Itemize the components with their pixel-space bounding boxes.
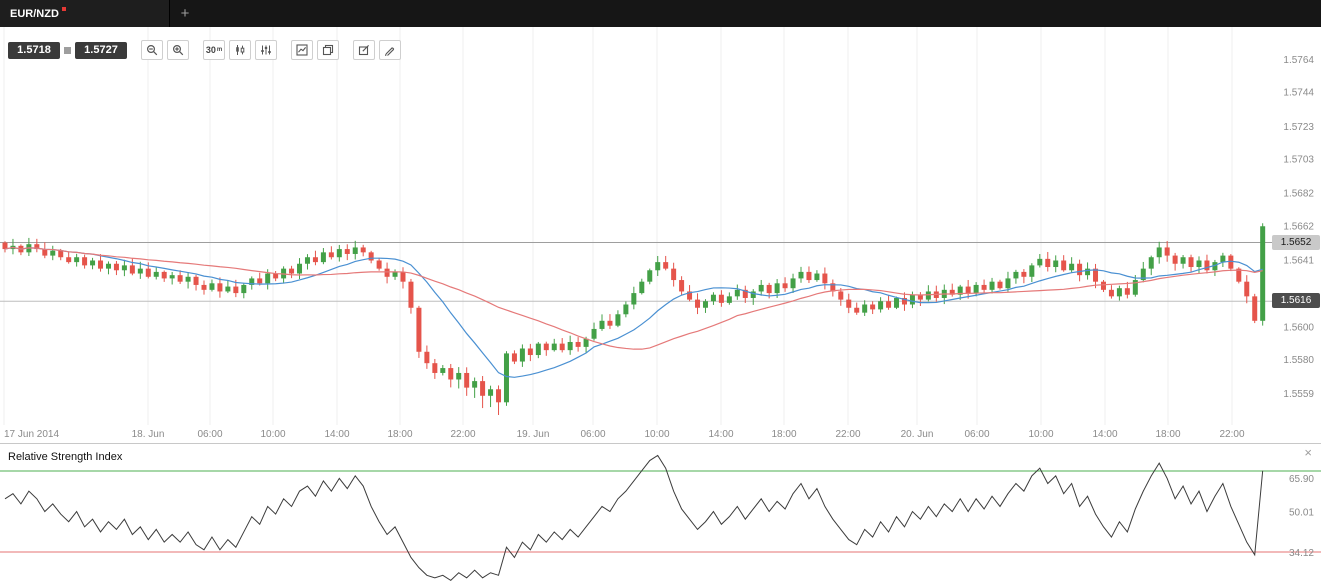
rsi-axis-labels: 65.90 50.01 34.12 bbox=[1289, 474, 1314, 559]
alert-dot-icon bbox=[61, 7, 66, 11]
svg-text:20. Jun: 20. Jun bbox=[901, 429, 934, 440]
svg-text:06:00: 06:00 bbox=[580, 429, 605, 440]
svg-text:1.5723: 1.5723 bbox=[1283, 122, 1314, 133]
pencil-icon bbox=[385, 47, 395, 56]
svg-text:10:00: 10:00 bbox=[260, 429, 285, 440]
svg-text:10:00: 10:00 bbox=[644, 429, 669, 440]
svg-text:1.5641: 1.5641 bbox=[1283, 255, 1314, 266]
svg-text:1.5744: 1.5744 bbox=[1283, 88, 1314, 99]
instrument-tab[interactable]: EUR/NZD bbox=[0, 0, 170, 27]
svg-text:06:00: 06:00 bbox=[964, 429, 989, 440]
candlesticks bbox=[2, 223, 1266, 416]
svg-text:18:00: 18:00 bbox=[1155, 429, 1180, 440]
svg-text:34.12: 34.12 bbox=[1289, 548, 1314, 559]
svg-text:1.5662: 1.5662 bbox=[1283, 221, 1314, 232]
svg-text:50.01: 50.01 bbox=[1289, 508, 1314, 519]
tab-bar: EUR/NZD + bbox=[0, 0, 1321, 27]
zoom-in-button[interactable] bbox=[167, 40, 189, 60]
svg-text:1.5764: 1.5764 bbox=[1283, 55, 1314, 66]
price-axis: 1.5764 1.5744 1.5723 1.5703 1.5682 1.5662 1.56… bbox=[1283, 55, 1314, 400]
candlestick-chart-icon bbox=[236, 45, 245, 55]
line-chart-icon bbox=[296, 44, 308, 56]
svg-text:65.90: 65.90 bbox=[1289, 474, 1314, 485]
rsi-panel: 65.90 50.01 34.12 Relative Strength Index … bbox=[0, 443, 1321, 585]
price-chart[interactable]: 1.5764 1.5744 1.5723 1.5703 1.5682 1.5662 1.56… bbox=[0, 27, 1321, 443]
svg-text:10:00: 10:00 bbox=[1028, 429, 1053, 440]
svg-text:18. Jun: 18. Jun bbox=[132, 429, 165, 440]
zoom-group bbox=[141, 40, 189, 60]
rsi-title: Relative Strength Index bbox=[8, 451, 123, 463]
chart-toolbar: 1.5718 1.5727 30 m bbox=[8, 40, 401, 60]
duplicate-button[interactable] bbox=[317, 40, 339, 60]
instrument-tab-label: EUR/NZD bbox=[10, 7, 59, 20]
svg-text:19. Jun: 19. Jun bbox=[517, 429, 550, 440]
svg-text:1.5600: 1.5600 bbox=[1283, 322, 1314, 333]
svg-text:1.5580: 1.5580 bbox=[1283, 355, 1314, 366]
svg-text:14:00: 14:00 bbox=[1092, 429, 1117, 440]
draw-button[interactable] bbox=[379, 40, 401, 60]
time-axis: 17 Jun 2014 18. Jun 06:00 10:00 14:00 18:00 22… bbox=[4, 429, 1245, 440]
ask-price-button[interactable]: 1.5727 bbox=[75, 41, 127, 59]
svg-text:1.5682: 1.5682 bbox=[1283, 189, 1314, 200]
timeframe-value: 30 bbox=[205, 45, 216, 55]
price-level-badge: 1.5616 bbox=[1272, 293, 1320, 309]
overlay-ma-fast bbox=[4, 246, 1263, 378]
svg-text:14:00: 14:00 bbox=[324, 429, 349, 440]
overlay-ma-slow bbox=[4, 246, 1263, 350]
new-tab-button[interactable]: + bbox=[180, 5, 190, 22]
svg-text:18:00: 18:00 bbox=[387, 429, 412, 440]
timeframe-button[interactable]: 30 m bbox=[203, 40, 225, 60]
rsi-chart[interactable]: 65.90 50.01 34.12 bbox=[0, 444, 1321, 585]
price-level-lines bbox=[0, 242, 1276, 302]
annotate-icon bbox=[358, 45, 369, 56]
zoom-out-icon bbox=[146, 44, 158, 56]
spread-indicator bbox=[64, 46, 71, 54]
close-icon[interactable]: × bbox=[1304, 445, 1312, 460]
drawing-group bbox=[353, 40, 401, 60]
svg-text:06:00: 06:00 bbox=[197, 429, 222, 440]
chart-style-button[interactable] bbox=[291, 40, 313, 60]
svg-text:1.5703: 1.5703 bbox=[1283, 154, 1314, 165]
gridlines bbox=[3, 27, 1233, 425]
copy-icon bbox=[322, 44, 334, 56]
svg-text:17 Jun 2014: 17 Jun 2014 bbox=[4, 429, 59, 440]
chart-style-group bbox=[291, 40, 339, 60]
price-chart-panel: 1.5764 1.5744 1.5723 1.5703 1.5682 1.5662 1.56… bbox=[0, 27, 1321, 443]
chart-type-button[interactable] bbox=[229, 40, 251, 60]
bid-price-button[interactable]: 1.5718 bbox=[8, 41, 60, 59]
svg-text:18:00: 18:00 bbox=[771, 429, 796, 440]
zoom-out-button[interactable] bbox=[141, 40, 163, 60]
svg-text:22:00: 22:00 bbox=[450, 429, 475, 440]
indicators-icon bbox=[261, 45, 271, 55]
price-level-badge: 1.5652 bbox=[1272, 234, 1320, 250]
rsi-level-lines bbox=[0, 470, 1321, 553]
rsi-line bbox=[4, 454, 1264, 582]
svg-text:14:00: 14:00 bbox=[708, 429, 733, 440]
annotate-button[interactable] bbox=[353, 40, 375, 60]
timeframe-unit: m bbox=[216, 47, 223, 53]
indicators-button[interactable] bbox=[255, 40, 277, 60]
svg-text:1.5559: 1.5559 bbox=[1283, 389, 1314, 400]
zoom-in-icon bbox=[172, 44, 184, 56]
svg-text:22:00: 22:00 bbox=[835, 429, 860, 440]
quote-widget: 1.5718 1.5727 bbox=[8, 41, 127, 59]
chart-settings-group: 30 m bbox=[203, 40, 277, 60]
svg-text:22:00: 22:00 bbox=[1219, 429, 1244, 440]
